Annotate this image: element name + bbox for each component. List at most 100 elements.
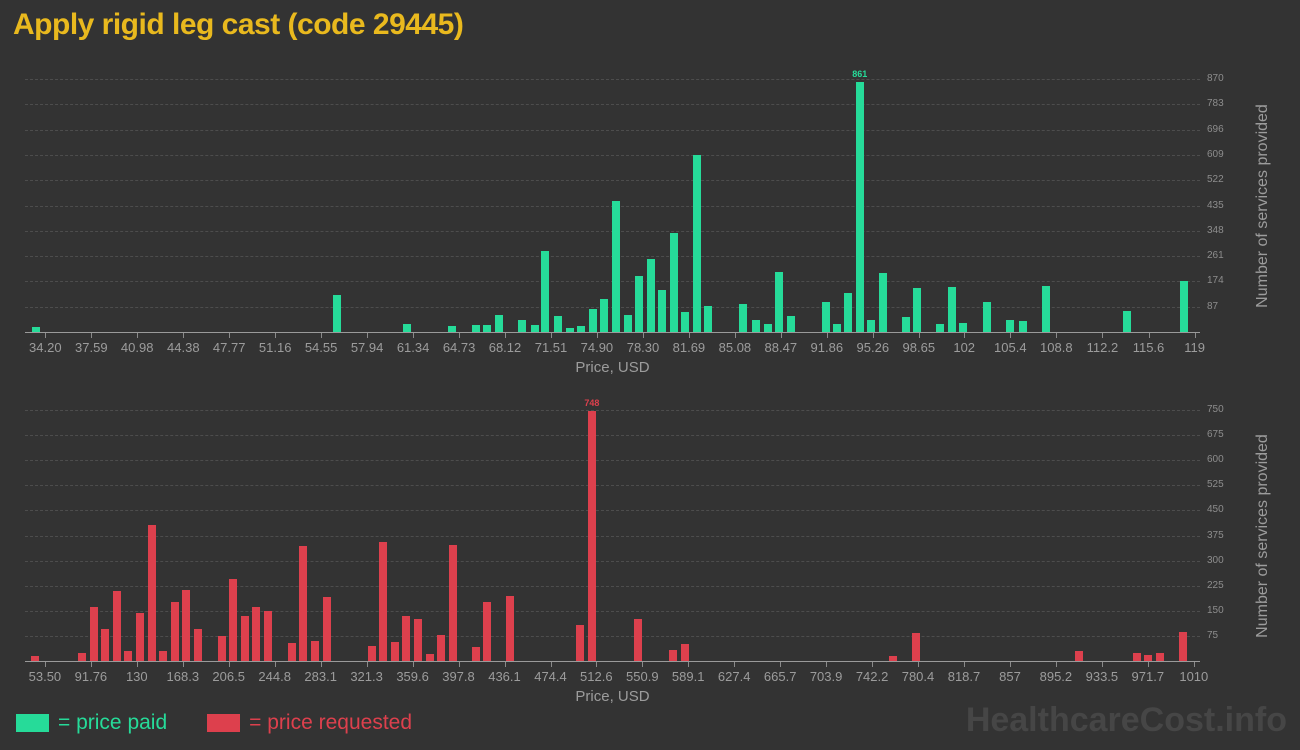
requested-bar <box>1155 653 1164 661</box>
paid-bar <box>447 325 456 332</box>
paid-gridline <box>25 79 1200 80</box>
requested-x-tick <box>90 662 92 667</box>
paid-x-tick <box>643 333 644 338</box>
requested-bar <box>77 653 86 661</box>
paid-y-tick-label: 522 <box>1207 174 1224 186</box>
requested-gridline <box>25 610 1200 612</box>
requested-bar <box>425 653 434 661</box>
paid-bar <box>832 323 841 332</box>
paid-bar <box>1006 319 1015 332</box>
paid-bar <box>843 292 852 332</box>
paid-bar <box>822 302 830 332</box>
requested-x-tick <box>826 662 828 667</box>
paid-x-tick-label: 98.65 <box>902 340 936 355</box>
paid-bar <box>786 316 795 332</box>
requested-x-tick-label: 589.1 <box>671 669 705 684</box>
paid-x-tick-label: 61.34 <box>396 340 430 355</box>
requested-bar <box>1179 631 1188 661</box>
paid-y-axis-title: Number of services provided <box>1254 103 1271 308</box>
paid-x-tick-label: 78.30 <box>626 340 660 355</box>
paid-bar <box>541 251 550 332</box>
paid-x-tick-label: 68.12 <box>488 340 522 355</box>
paid-x-tick <box>964 333 966 338</box>
requested-x-tick <box>688 662 690 667</box>
requested-gridline <box>25 435 1200 437</box>
requested-peak-value-label: 748 <box>584 397 600 408</box>
paid-x-tick-label: 115.6 <box>1132 340 1165 355</box>
requested-gridline <box>25 635 1200 637</box>
paid-bar <box>751 319 760 332</box>
requested-x-tick <box>918 662 919 667</box>
paid-x-tick <box>688 333 690 338</box>
requested-bar <box>310 641 319 661</box>
requested-gridline <box>25 585 1200 587</box>
requested-bar <box>182 589 191 661</box>
paid-bar <box>693 155 702 332</box>
paid-x-tick-label: 74.90 <box>580 340 614 355</box>
requested-legend-label: = price requested <box>249 711 413 734</box>
requested-bar <box>402 615 411 661</box>
paid-x-tick <box>551 333 552 338</box>
requested-bar <box>240 615 249 661</box>
paid-bar <box>774 272 783 332</box>
requested-x-tick <box>1147 662 1149 667</box>
requested-x-tick-label: 53.50 <box>28 669 62 684</box>
paid-y-tick-label: 348 <box>1207 224 1224 236</box>
requested-x-tick-label: 857 <box>999 669 1021 684</box>
paid-y-tick-label: 696 <box>1207 123 1224 135</box>
paid-bar <box>681 312 689 332</box>
paid-bar <box>472 325 481 332</box>
paid-x-axis-line <box>25 332 1200 333</box>
paid-legend-swatch <box>16 714 49 732</box>
paid-bar <box>670 232 679 332</box>
paid-x-axis-title: Price, USD <box>575 359 650 376</box>
requested-y-tick-label: 75 <box>1207 629 1219 641</box>
paid-bar <box>565 327 574 332</box>
paid-x-tick <box>780 333 782 338</box>
requested-gridline <box>25 460 1200 462</box>
paid-x-tick <box>91 333 93 338</box>
requested-x-tick <box>182 662 184 667</box>
requested-bar <box>263 611 272 661</box>
requested-bar <box>634 618 643 661</box>
requested-y-axis-title: Number of services provided <box>1254 433 1271 638</box>
requested-x-tick <box>596 662 598 667</box>
paid-peak-value-label: 861 <box>852 68 868 79</box>
requested-x-tick-label: 895.2 <box>1039 669 1073 684</box>
requested-x-tick-label: 359.6 <box>396 669 429 684</box>
requested-bar <box>89 606 98 661</box>
requested-bar <box>135 613 144 661</box>
paid-bar <box>948 286 956 332</box>
requested-bar <box>390 642 399 661</box>
paid-bar <box>611 201 620 332</box>
paid-bar <box>483 325 492 332</box>
requested-bar <box>1074 651 1083 661</box>
paid-x-tick-label: 119 <box>1184 340 1205 355</box>
paid-x-tick-label: 102 <box>953 340 976 355</box>
requested-x-tick-label: 206.5 <box>212 669 245 684</box>
paid-bar <box>878 273 887 332</box>
paid-bar <box>1041 286 1050 332</box>
paid-bar <box>403 324 412 332</box>
requested-bar <box>575 625 584 661</box>
requested-x-tick-label: 91.76 <box>74 669 108 684</box>
paid-x-tick <box>918 333 920 338</box>
requested-x-tick-label: 550.9 <box>626 669 659 684</box>
requested-bar <box>680 644 689 661</box>
paid-bar <box>901 316 910 332</box>
requested-x-tick-label: 474.4 <box>534 669 567 684</box>
paid-x-tick-label: 51.16 <box>258 340 292 355</box>
paid-x-tick-label: 54.55 <box>304 340 338 355</box>
paid-bar <box>855 81 864 332</box>
requested-x-tick <box>1010 662 1011 667</box>
paid-bar <box>1179 281 1188 332</box>
requested-x-tick-label: 933.5 <box>1085 669 1119 684</box>
paid-x-tick <box>229 333 231 338</box>
paid-x-tick <box>596 333 598 338</box>
paid-x-tick <box>183 333 185 338</box>
requested-bar <box>367 646 376 661</box>
requested-gridline <box>25 560 1200 562</box>
requested-y-tick-label: 675 <box>1207 429 1224 441</box>
requested-bar <box>217 636 226 661</box>
